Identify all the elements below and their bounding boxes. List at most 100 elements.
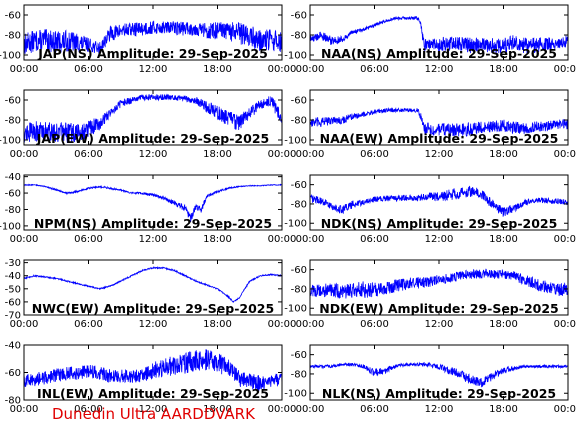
chart-panel: -60 -80 -100 00:00 06:00 12:00 18:00 00:00 NDK(N…: [284, 174, 576, 245]
series-trace: [24, 183, 282, 222]
y-tick-label: -60: [291, 11, 307, 22]
y-tick-label: -100: [0, 51, 21, 62]
x-tick-label: 00:00: [268, 404, 297, 415]
x-tick-label: 18:00: [489, 404, 518, 415]
x-tick-label: 06:00: [360, 404, 389, 415]
y-tick-label: -60: [5, 96, 21, 107]
chart-title: NPM(NS) Amplitude: 29-Sep-2025: [34, 216, 272, 231]
x-tick-label: 18:00: [489, 64, 518, 75]
x-tick-label: 00:00: [268, 319, 297, 330]
y-tick-label: -80: [291, 116, 307, 127]
y-tick-label: -60: [291, 96, 307, 107]
y-tick-label: -40: [5, 172, 21, 183]
series-trace: [310, 185, 568, 217]
chart-title: JAP(EW) Amplitude: 29-Sep-2025: [36, 131, 269, 146]
series-trace: [24, 265, 282, 303]
y-tick-label: -100: [284, 304, 307, 315]
y-tick-label: -40: [5, 341, 21, 352]
y-tick-label: -100: [284, 136, 307, 147]
x-tick-label: 00:00: [268, 64, 297, 75]
x-tick-label: 18:00: [203, 404, 232, 415]
chart-panel: -60 -80 -100 00:00 06:00 12:00 18:00 00:00 NDK(E…: [284, 259, 576, 330]
x-tick-label: 12:00: [425, 64, 454, 75]
x-tick-label: 00:00: [554, 319, 576, 330]
series-trace: [24, 349, 282, 391]
x-tick-label: 12:00: [139, 404, 168, 415]
x-tick-label: 06:00: [74, 404, 103, 415]
y-tick-label: -100: [0, 221, 21, 232]
series-trace: [310, 268, 568, 299]
chart-title: NLK(NS) Amplitude: 29-Sep-2025: [322, 386, 556, 401]
x-tick-label: 06:00: [74, 64, 103, 75]
chart-title: JAP(NS) Amplitude: 29-Sep-2025: [37, 46, 268, 61]
chart-panel: -60 -80 -100 00:00 06:00 12:00 18:00 00:00 NLK(N…: [284, 344, 576, 415]
x-tick-label: 00:00: [554, 404, 576, 415]
y-tick-label: -80: [5, 31, 21, 42]
chart-title: NDK(NS) Amplitude: 29-Sep-2025: [321, 216, 558, 231]
y-tick-label: -60: [5, 297, 21, 308]
x-tick-label: 18:00: [489, 319, 518, 330]
y-tick-label: -80: [291, 369, 307, 380]
y-tick-label: -80: [291, 31, 307, 42]
x-tick-label: 12:00: [139, 149, 168, 160]
chart-title: NAA(EW) Amplitude: 29-Sep-2025: [320, 131, 559, 146]
x-tick-label: 18:00: [203, 234, 232, 245]
x-tick-label: 12:00: [425, 404, 454, 415]
x-tick-label: 18:00: [489, 149, 518, 160]
x-tick-label: 00:00: [296, 404, 325, 415]
chart-panel: -60 -80 -100 00:00 06:00 12:00 18:00 00:00 NAA(E…: [284, 89, 576, 160]
x-tick-label: 06:00: [360, 319, 389, 330]
x-tick-label: 12:00: [139, 64, 168, 75]
x-tick-label: 00:00: [10, 149, 39, 160]
x-tick-label: 12:00: [425, 234, 454, 245]
x-tick-label: 06:00: [74, 234, 103, 245]
x-tick-label: 00:00: [296, 64, 325, 75]
x-tick-label: 06:00: [360, 149, 389, 160]
series-trace: [310, 15, 568, 54]
x-tick-label: 06:00: [360, 234, 389, 245]
series-trace: [24, 93, 282, 143]
x-tick-label: 00:00: [10, 234, 39, 245]
y-tick-label: -40: [5, 271, 21, 282]
y-tick-label: -80: [5, 205, 21, 216]
x-tick-label: 00:00: [554, 149, 576, 160]
x-tick-label: 12:00: [425, 149, 454, 160]
series-trace: [310, 107, 568, 137]
y-tick-label: -60: [5, 189, 21, 200]
series-trace: [310, 361, 568, 388]
x-tick-label: 06:00: [74, 319, 103, 330]
y-tick-label: -60: [5, 11, 21, 22]
y-tick-label: -50: [5, 284, 21, 295]
x-tick-label: 00:00: [10, 319, 39, 330]
x-tick-label: 00:00: [268, 234, 297, 245]
chart-panel: -60 -80 -100 00:00 06:00 12:00 18:00 00:00 NAA(N…: [284, 4, 576, 75]
x-tick-label: 00:00: [10, 404, 39, 415]
chart-title: NWC(EW) Amplitude: 29-Sep-2025: [32, 301, 274, 316]
y-tick-label: -30: [5, 258, 21, 269]
y-tick-label: -100: [284, 51, 307, 62]
y-tick-label: -100: [284, 219, 307, 230]
x-tick-label: 18:00: [203, 64, 232, 75]
x-tick-label: 18:00: [203, 149, 232, 160]
station-footer-label: Dunedin Ultra AARDDVARK: [52, 405, 255, 423]
x-tick-label: 12:00: [139, 234, 168, 245]
x-tick-label: 00:00: [10, 64, 39, 75]
x-tick-label: 00:00: [268, 149, 297, 160]
x-tick-label: 18:00: [203, 319, 232, 330]
x-tick-label: 00:00: [296, 234, 325, 245]
y-tick-label: -80: [5, 396, 21, 407]
chart-panel: -60 -80 -100 00:00 06:00 12:00 18:00 00:00 JAP(E…: [0, 89, 297, 160]
x-tick-label: 00:00: [554, 64, 576, 75]
x-tick-label: 06:00: [74, 149, 103, 160]
x-tick-label: 00:00: [296, 149, 325, 160]
x-tick-label: 12:00: [139, 319, 168, 330]
y-tick-label: -80: [291, 284, 307, 295]
y-tick-label: -60: [5, 368, 21, 379]
chart-title: NDK(EW) Amplitude: 29-Sep-2025: [319, 301, 558, 316]
chart-title: NAA(NS) Amplitude: 29-Sep-2025: [321, 46, 557, 61]
y-tick-label: -60: [291, 180, 307, 191]
